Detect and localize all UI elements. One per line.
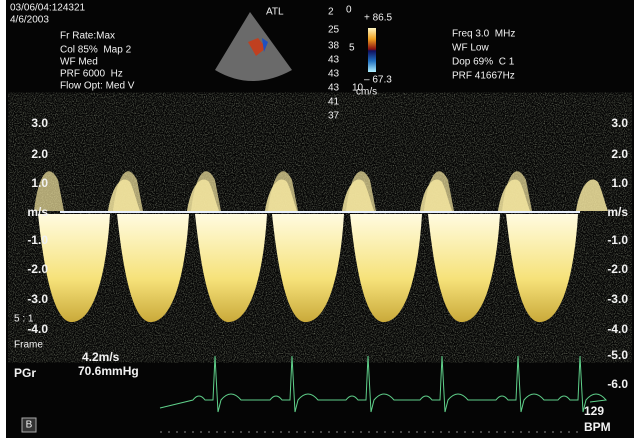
- timestamp: 03/06/04:124321: [10, 3, 86, 14]
- ultrasound-screen: 03/06/04:1243214/6/2003 Fr Rate:Max Col 85…: [0, 0, 634, 438]
- velocity-label: 1.0: [611, 176, 628, 190]
- setting: PRF 41667Hz: [452, 71, 515, 82]
- velocity-label: m/s: [607, 205, 628, 219]
- color-unit: cm/s: [356, 87, 377, 98]
- depth-reading: 25: [328, 25, 340, 36]
- measurement-label: PGr: [14, 366, 36, 380]
- depth-reading: 38: [328, 41, 340, 52]
- color-min: – 67.3: [364, 75, 392, 86]
- heart-rate: 129: [584, 404, 604, 418]
- setting: PRF 6000 Hz: [60, 69, 123, 80]
- setting: WF Low: [452, 43, 489, 54]
- depth-tick: 0: [346, 5, 352, 16]
- setting: Fr Rate:Max: [60, 31, 115, 42]
- sweep-mode: Frame: [14, 340, 43, 351]
- setting: Freq 3.0 MHz: [452, 29, 515, 40]
- depth-reading: 43: [328, 55, 340, 66]
- velocity-label: -1.0: [27, 233, 48, 247]
- probe-label: ATL: [266, 7, 284, 18]
- marker: B: [26, 420, 33, 431]
- setting: Col 85% Map 2: [60, 45, 132, 56]
- date: 4/6/2003: [10, 15, 49, 26]
- velocity-label: -6.0: [607, 377, 628, 391]
- sweep-ratio: 5 : 1: [14, 314, 34, 325]
- velocity-label: -2.0: [27, 262, 48, 276]
- depth-tick: 5: [349, 43, 355, 54]
- velocity-label: -5.0: [607, 348, 628, 362]
- measured-velocity: 4.2m/s: [82, 350, 120, 364]
- depth-reading: 2: [328, 7, 334, 18]
- velocity-label: 2.0: [611, 147, 628, 161]
- setting: Dop 69% C 1: [452, 57, 515, 68]
- heart-rate-unit: BPM: [584, 420, 611, 434]
- setting: Flow Opt: Med V: [60, 81, 135, 92]
- color-max: + 86.5: [364, 13, 393, 24]
- velocity-label: -3.0: [27, 292, 48, 306]
- velocity-label: m/s: [27, 205, 48, 219]
- setting: WF Med: [60, 57, 98, 68]
- color-bar: [368, 28, 376, 72]
- velocity-label: 3.0: [31, 116, 48, 130]
- depth-reading: 37: [328, 111, 340, 122]
- velocity-label: -2.0: [607, 262, 628, 276]
- pressure-gradient: 70.6mmHg: [78, 364, 139, 378]
- velocity-label: 1.0: [31, 176, 48, 190]
- velocity-label: -1.0: [607, 233, 628, 247]
- velocity-label: 2.0: [31, 147, 48, 161]
- depth-reading: 43: [328, 69, 340, 80]
- velocity-label: -4.0: [607, 322, 628, 336]
- depth-reading: 41: [328, 97, 340, 108]
- velocity-label: 3.0: [611, 116, 628, 130]
- depth-reading: 43: [328, 83, 340, 94]
- velocity-label: -3.0: [607, 292, 628, 306]
